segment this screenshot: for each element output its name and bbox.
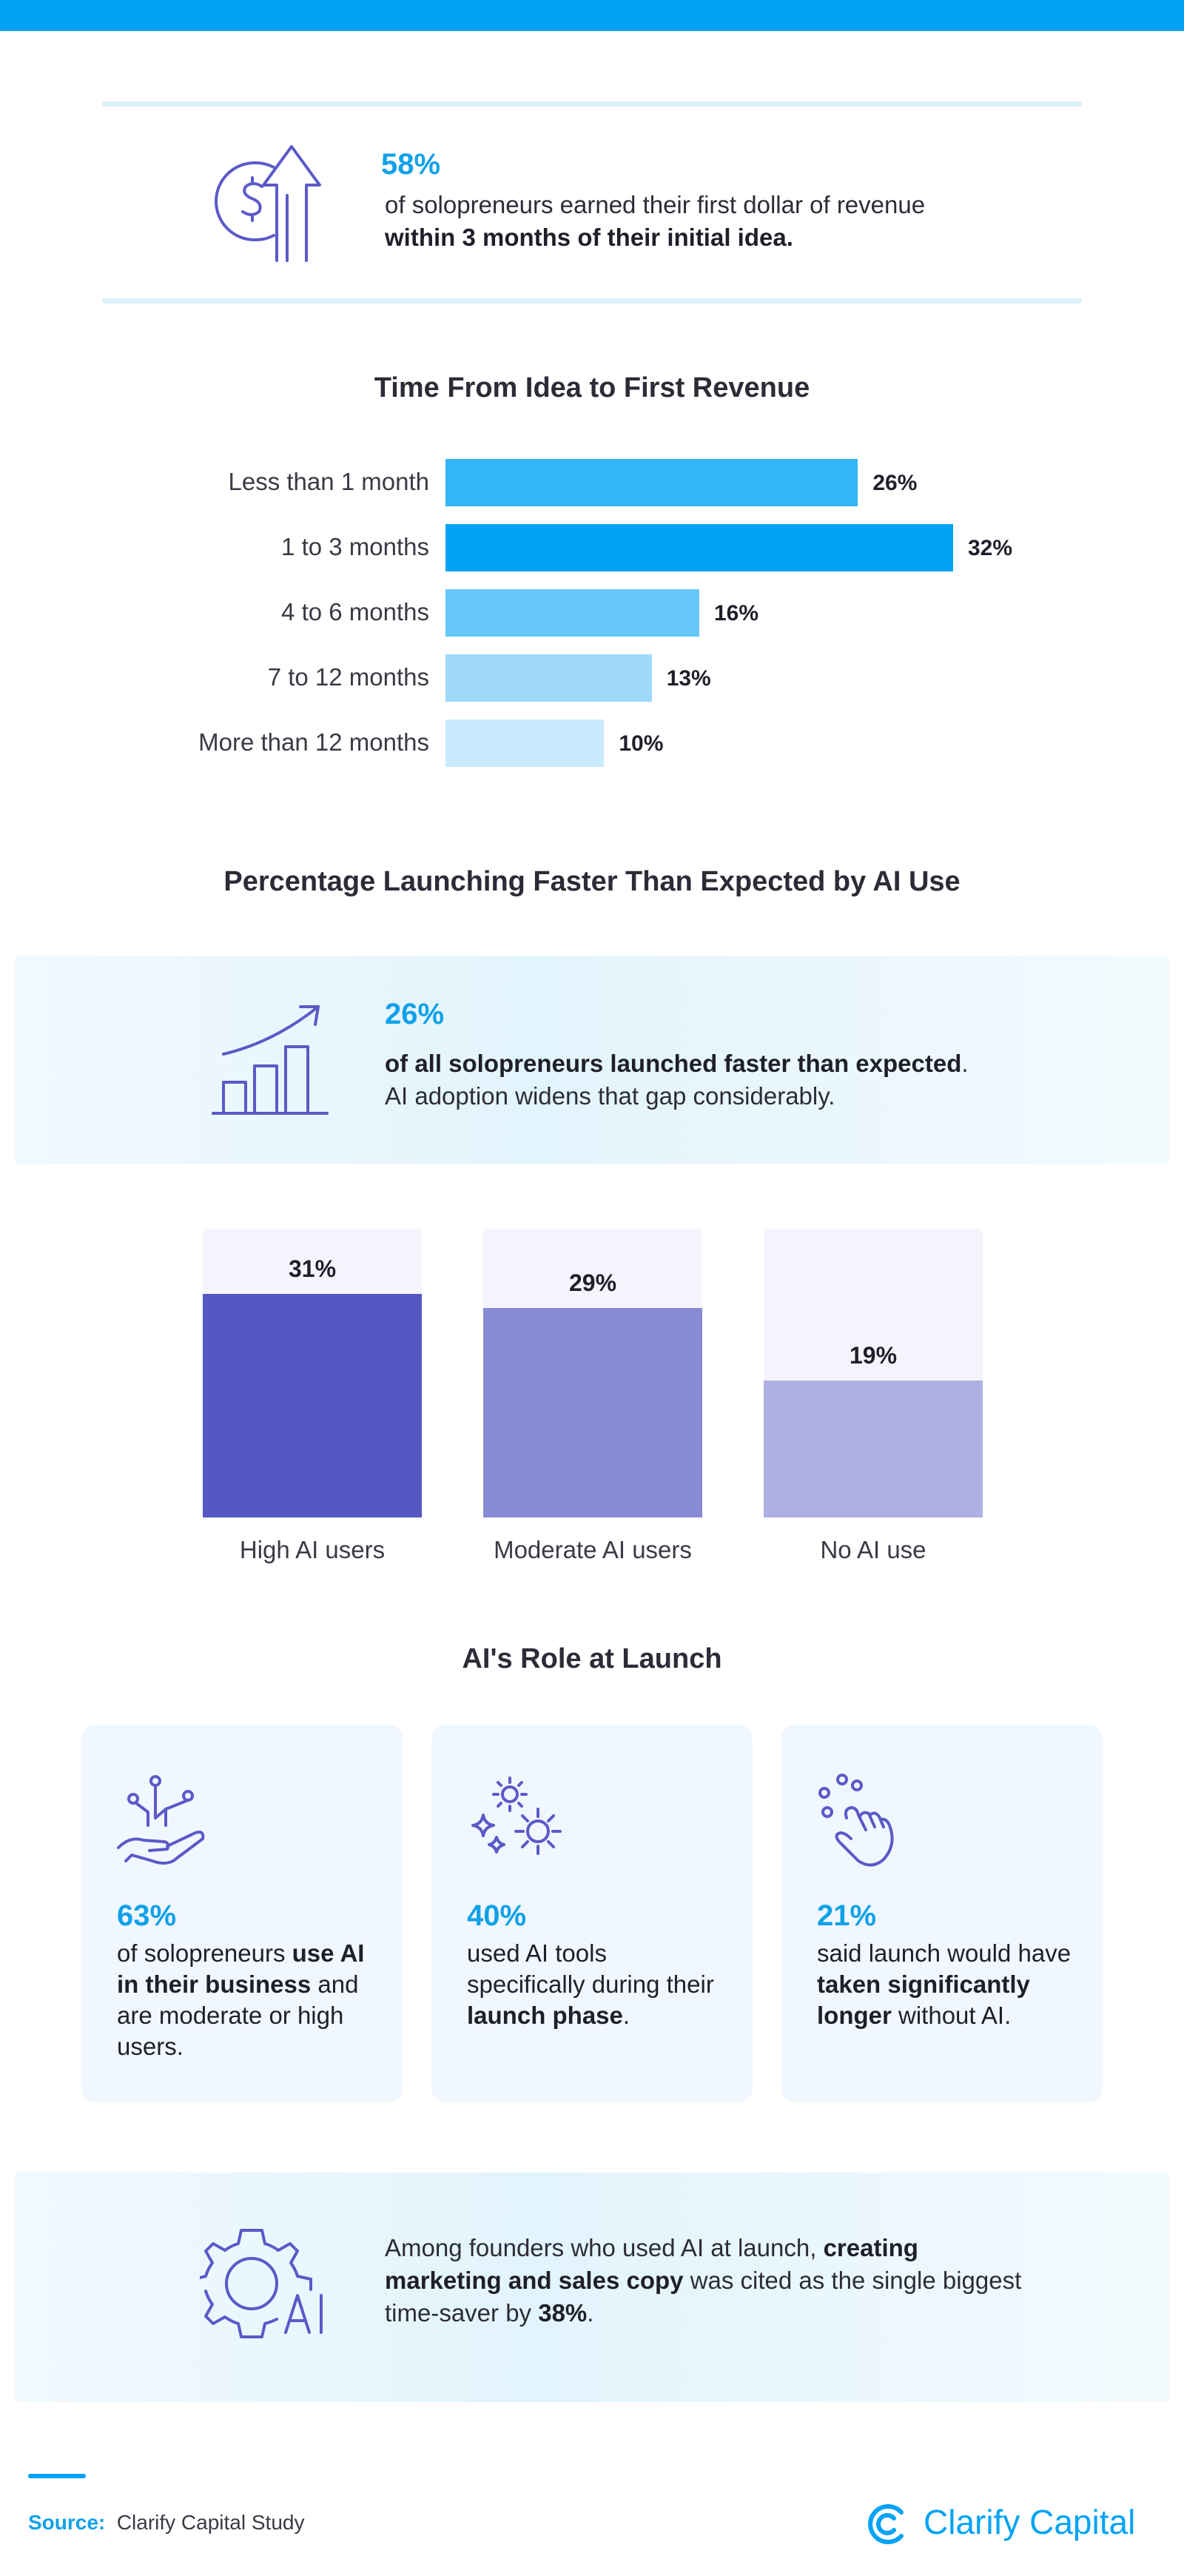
clarify-logo-icon [866,2502,910,2546]
column-value-label: 19% [849,1341,898,1369]
bar-category-label: 4 to 6 months [281,598,429,625]
ai-use-chart: 31% High AI users 29% Moderate AI users 19% N… [0,1225,1184,1573]
callout-line1-bold: of all solopreneurs launched faster than… [385,1050,962,1077]
bar-value-label: 32% [968,536,1013,560]
column-category-label: High AI users [239,1536,386,1563]
source-label: Source: [28,2511,106,2534]
launch-faster-callout [15,956,1169,1164]
hand-network-icon [114,1774,218,1870]
card-text-bold: taken significantly longer [817,1970,1030,2029]
hero-line-1: of solopreneurs earned their first dolla… [385,191,926,218]
top-accent-bar [0,0,1184,31]
column [483,1308,702,1517]
bar-category-label: Less than 1 month [228,468,429,495]
time-saver-text: Among founders who used AI at launch, cr… [385,2232,1036,2330]
revenue-chart-title: Time From Idea to First Revenue [374,372,810,403]
column-category-label: No AI use [820,1536,926,1563]
hero-text: of solopreneurs earned their first dolla… [385,189,1051,254]
bar-value-label: 10% [619,731,664,756]
divider-top [102,101,1082,107]
card-text-bold: launch phase [467,2002,623,2029]
column-category-label: Moderate AI users [494,1536,692,1563]
card-text: said launch would have taken significant… [817,1938,1076,2031]
bar-category-label: More than 12 months [198,728,429,756]
source-text: Clarify Capital Study [116,2511,305,2534]
time-saver-bold2: 38% [538,2299,588,2327]
callout-line2: AI adoption widens that gap considerably… [385,1082,835,1110]
card-text-part: . [622,2002,630,2029]
brand-name[interactable]: Clarify Capital [924,2503,1136,2541]
bar-value-label: 26% [872,471,918,495]
card-stat: 21% [817,1899,877,1932]
bar [445,654,652,702]
bar-category-label: 1 to 3 months [281,533,429,560]
bar-value-label: 16% [714,601,759,625]
bar [445,720,605,767]
dollar-growth-arrow-icon [207,141,333,266]
card-text-part: used AI tools specifically during their [467,1939,714,1998]
footer-accent-line [28,2474,86,2478]
bar-value-label: 13% [666,666,711,691]
card-text: used AI tools specifically during their … [467,1938,726,2031]
column [203,1293,422,1517]
time-saver-bold1: creating marketing and sales copy [385,2234,918,2294]
bar-category-label: 7 to 12 months [267,663,429,691]
callout-stat: 26% [385,998,445,1030]
bar [445,459,858,506]
stat-card: 40% used AI tools specifically during the… [431,1725,753,2102]
card-text-part: said launch would have [817,1939,1072,1967]
callout-line1-end: . [961,1050,969,1077]
card-text-part: of solopreneurs [117,1939,292,1967]
card-stat: 40% [467,1899,527,1932]
column [764,1380,983,1517]
time-saver-part1: Among founders who used AI at launch, [385,2234,824,2261]
card-text-part: and are moderate or high users. [117,1970,359,2060]
ai-speed-chart-title: Percentage Launching Faster Than Expecte… [223,866,961,897]
time-saver-callout [15,2173,1169,2402]
column-value-label: 29% [568,1269,617,1297]
stat-card: 21% said launch would have taken signific… [781,1725,1103,2102]
hero-stat: 58% [381,148,441,181]
ai-role-title: AI's Role at Launch [462,1643,722,1674]
column-value-label: 31% [288,1255,337,1282]
revenue-time-chart: Less than 1 month 26% 1 to 3 months 32% 4 to… [0,459,1184,792]
stat-card: 63% of solopreneurs use AI in their busin… [81,1725,403,2102]
callout-text: of all solopreneurs launched faster than… [385,1047,1095,1113]
card-text-part: without AI. [891,2002,1012,2029]
card-stat: 63% [117,1899,177,1932]
gears-sparkle-icon [464,1774,575,1870]
card-text: of solopreneurs use AI in their business… [117,1938,376,2062]
hero-line-2: within 3 months of their initial idea. [385,224,793,251]
card-text-bold: use AI in their business [117,1939,365,1998]
bar [445,589,699,637]
bar [445,524,953,571]
ai-gear-icon [200,2224,348,2350]
divider-bottom [102,298,1082,303]
pointer-hand-click-icon [814,1774,918,1870]
growth-chart-icon [207,999,333,1118]
time-saver-part3: . [587,2299,594,2327]
time-saver-part2: was cited as the single biggest time-sav… [385,2267,1022,2327]
source-line: Source: Clarify Capital Study [28,2511,304,2535]
